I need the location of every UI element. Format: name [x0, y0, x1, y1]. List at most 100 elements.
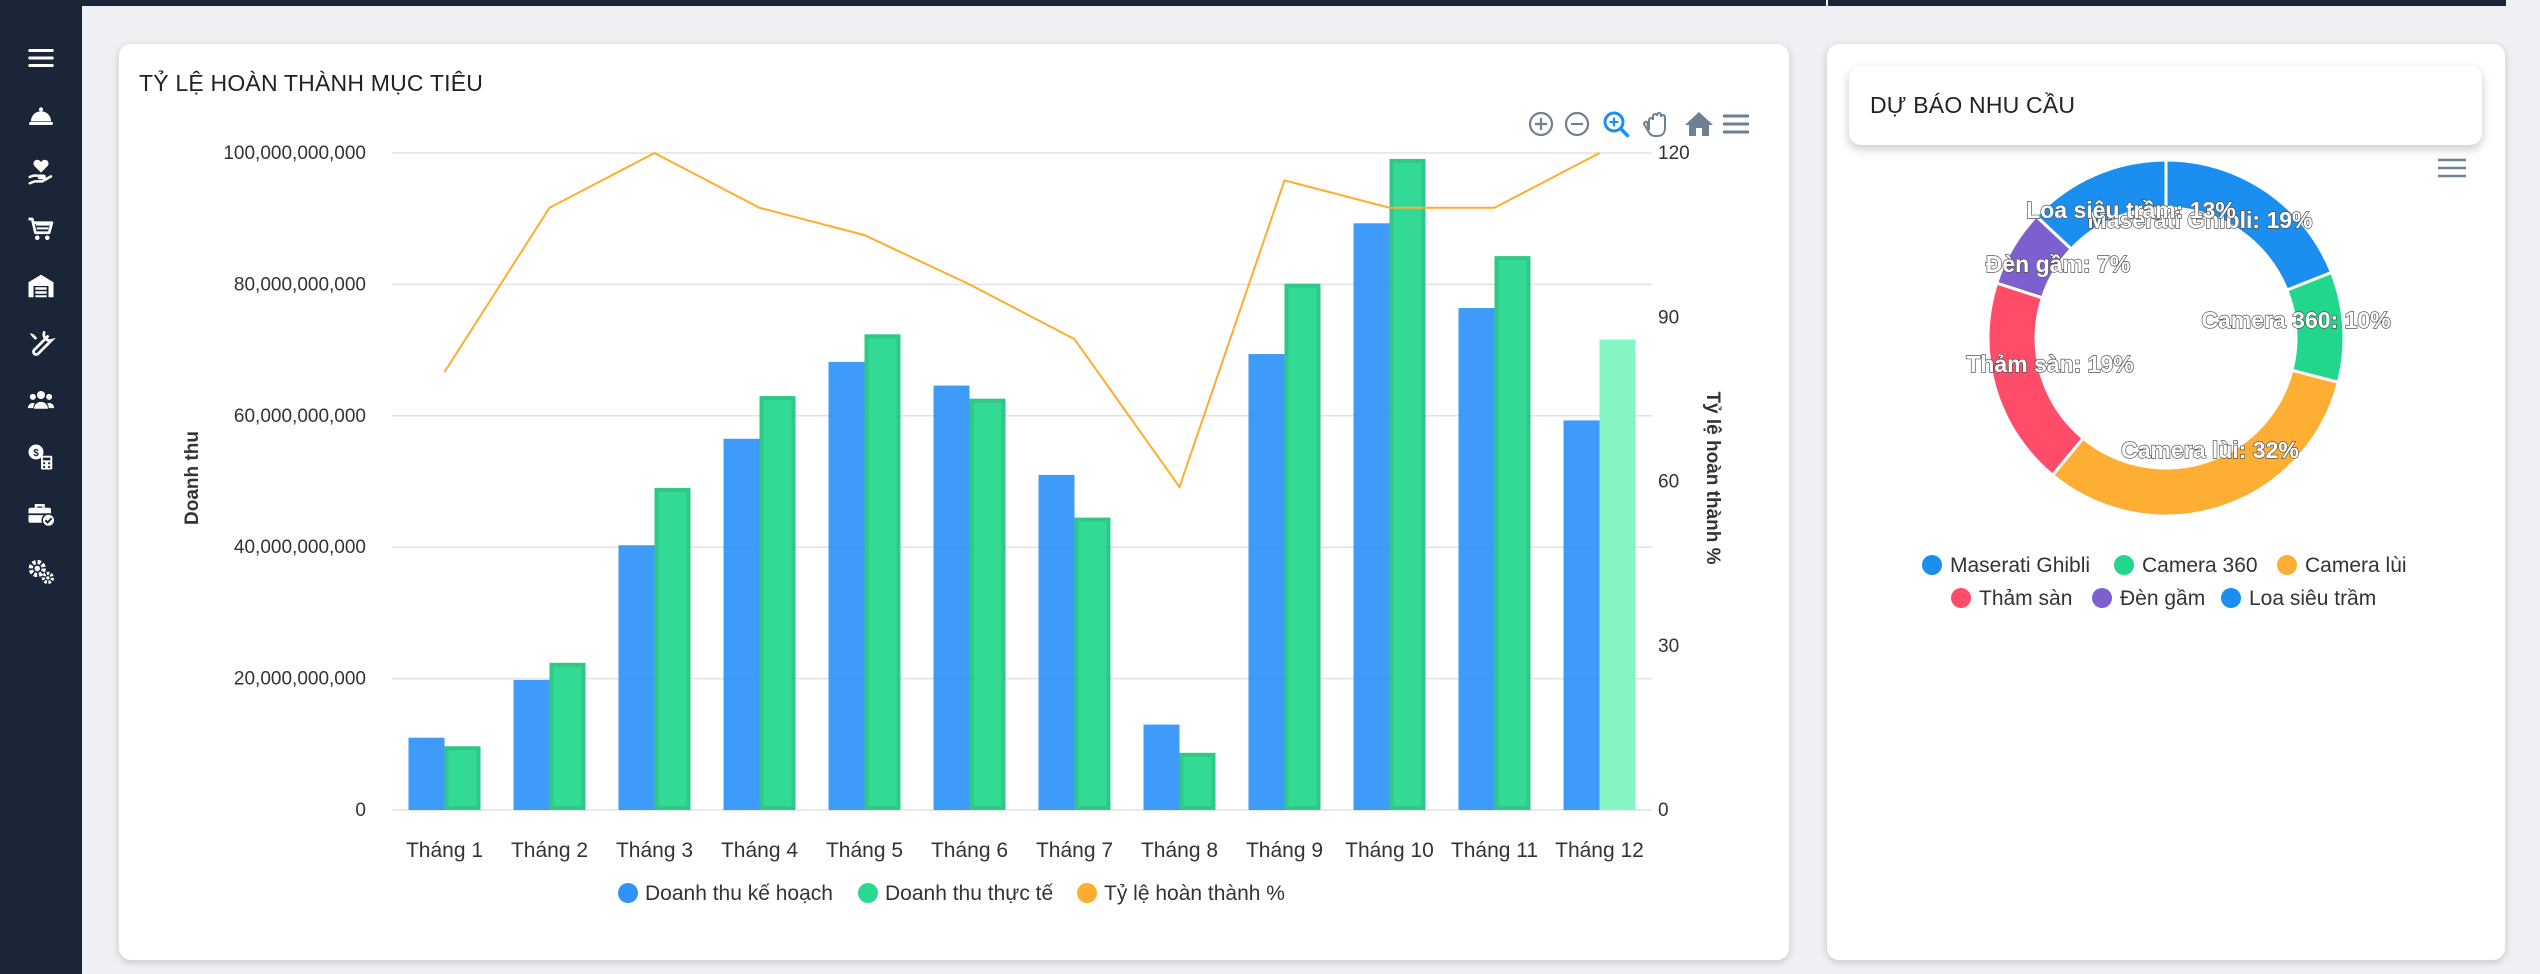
legend-label: Camera lùi — [2305, 554, 2407, 577]
x-tick-label: Tháng 4 — [721, 839, 798, 862]
donut-slice — [2050, 368, 2341, 518]
chart-menu-icon[interactable] — [2438, 158, 2466, 178]
data-label: Thảm sàn: 19% — [1966, 351, 2133, 377]
bar-actual — [1599, 339, 1636, 810]
x-tick-label: Tháng 6 — [931, 839, 1008, 862]
y2-tick-label: 90 — [1658, 307, 1679, 328]
x-tick-label: Tháng 11 — [1451, 839, 1538, 862]
bar-plan — [828, 361, 865, 810]
bar-actual — [759, 396, 796, 810]
legend-marker — [858, 883, 878, 903]
top-panel-edge — [1828, 0, 2506, 6]
sidebar: $ — [0, 0, 82, 974]
legend-marker — [2092, 588, 2112, 608]
x-tick-label: Tháng 1 — [406, 839, 483, 862]
bar-plan — [618, 545, 655, 810]
data-label: Camera 360: 10% — [2201, 307, 2390, 333]
y-axis-title: Doanh thu — [182, 431, 203, 525]
y-tick-label: 80,000,000,000 — [234, 274, 366, 295]
bar-actual — [864, 334, 901, 810]
top-panel-edge — [82, 0, 1826, 6]
legend-marker — [2114, 555, 2134, 575]
service-bell-icon[interactable] — [0, 91, 82, 139]
x-tick-label: Tháng 7 — [1036, 839, 1113, 862]
bar-actual — [549, 662, 586, 810]
card-title: TỶ LỆ HOÀN THÀNH MỤC TIÊU — [139, 70, 484, 96]
money-calculator-icon[interactable]: $ — [0, 433, 82, 481]
series-line-rate — [443, 151, 1600, 490]
shopping-cart-icon[interactable] — [0, 205, 82, 253]
y2-tick-label: 30 — [1658, 636, 1679, 657]
bar-actual — [1284, 283, 1321, 810]
tools-icon[interactable] — [0, 319, 82, 367]
bar-plan — [723, 438, 760, 810]
y-tick-label: 0 — [355, 800, 366, 821]
bar-actual — [1389, 158, 1426, 811]
legend-marker — [1077, 883, 1097, 903]
demand-forecast-donut: Maserati Ghibli: 19% Camera 360: 10% Camer… — [1922, 158, 2407, 610]
legend-label: Maserati Ghibli — [1950, 554, 2090, 577]
briefcase-check-icon[interactable] — [0, 490, 82, 538]
y-tick-label: 20,000,000,000 — [234, 669, 366, 690]
chart-toolbar — [1528, 111, 1749, 138]
x-tick-label: Tháng 3 — [616, 839, 693, 862]
legend-marker — [618, 883, 638, 903]
card-title: DỰ BÁO NHU CẦU — [1870, 92, 2076, 118]
legend-label: Doanh thu thực tế — [885, 882, 1053, 905]
data-label: Loa siêu trầm: 13% — [2026, 197, 2236, 223]
y-tick-label: 40,000,000,000 — [234, 537, 366, 558]
legend-label: Doanh thu kế hoạch — [645, 882, 833, 905]
donut-legend: Maserati Ghibli Camera 360 Camera lùi Thảm … — [1922, 554, 2407, 610]
bar-plan — [1458, 308, 1495, 810]
zoom-out-icon[interactable] — [1564, 111, 1590, 137]
reset-home-icon[interactable] — [1685, 112, 1713, 136]
data-label: Camera lùi: 32% — [2121, 437, 2299, 463]
y2-tick-label: 60 — [1658, 472, 1679, 493]
bar-actual — [1494, 256, 1531, 810]
bar-actual — [969, 398, 1006, 810]
bar-actual — [1179, 752, 1216, 811]
gears-icon[interactable] — [0, 547, 82, 595]
legend-label: Thảm sàn — [1979, 587, 2072, 610]
menu-icon[interactable] — [0, 34, 82, 82]
bar-plan — [1038, 474, 1075, 810]
bar-actual — [444, 746, 481, 811]
chart-menu-icon[interactable] — [1723, 114, 1749, 134]
demand-forecast-header: DỰ BÁO NHU CẦU — [1849, 66, 2482, 145]
bar-plan — [513, 679, 550, 810]
legend-label: Đèn gầm — [2120, 587, 2205, 610]
data-label: Maserati Ghibli: 19% — [2088, 207, 2313, 233]
warehouse-icon[interactable] — [0, 262, 82, 310]
x-tick-label: Tháng 8 — [1141, 839, 1218, 862]
bar-actual — [1074, 517, 1111, 811]
y2-tick-label: 0 — [1658, 800, 1669, 821]
donut-slice — [1986, 281, 2086, 478]
legend-label: Tỷ lệ hoàn thành % — [1104, 882, 1285, 905]
pan-hand-icon[interactable] — [1643, 112, 1666, 137]
bar-plan — [1143, 724, 1180, 810]
bar-plan — [933, 385, 970, 810]
zoom-in-icon[interactable] — [1528, 111, 1554, 137]
x-tick-label: Tháng 12 — [1555, 839, 1644, 862]
users-icon[interactable] — [0, 376, 82, 424]
legend-marker — [1922, 555, 1942, 575]
chart-legend: Doanh thu kế hoạch Doanh thu thực tế Tỷ lệ… — [618, 882, 1285, 905]
legend-marker — [2277, 555, 2297, 575]
target-completion-chart: 0 20,000,000,000 40,000,000,000 60,000,000,… — [182, 143, 1723, 905]
legend-marker — [1951, 588, 1971, 608]
legend-label: Camera 360 — [2142, 554, 2258, 577]
x-tick-label: Tháng 2 — [511, 839, 588, 862]
x-tick-label: Tháng 9 — [1246, 839, 1323, 862]
legend-marker — [2221, 588, 2241, 608]
y-tick-label: 100,000,000,000 — [223, 143, 366, 164]
legend-label: Loa siêu trầm — [2249, 587, 2376, 610]
y2-tick-label: 120 — [1658, 143, 1690, 164]
hand-heart-icon[interactable] — [0, 148, 82, 196]
bar-plan — [408, 737, 445, 810]
data-label: Đèn gầm: 7% — [1986, 251, 2130, 277]
bar-actual — [654, 488, 691, 810]
bar-plan — [1248, 354, 1285, 810]
selection-zoom-icon[interactable] — [1603, 111, 1630, 138]
svg-text:$: $ — [33, 448, 39, 459]
